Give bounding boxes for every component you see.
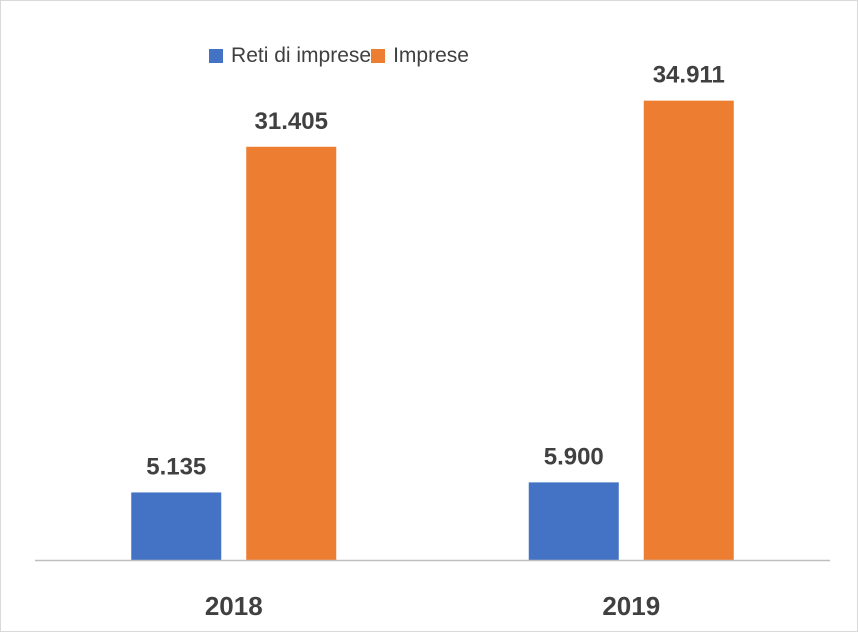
bar-reti-2019 [528,482,619,560]
data-label-reti-2018: 5.135 [146,453,206,480]
data-label-imprese-2019: 34.911 [653,62,725,89]
legend-swatch-imprese [371,49,386,63]
data-label-reti-2019: 5.900 [544,443,604,470]
bar-reti-2018 [131,492,222,560]
x-tick-label-2018: 2018 [205,591,263,621]
x-tick-label-2019: 2019 [602,591,660,621]
legend-item-reti: Reti di imprese [209,44,371,68]
legend-label-imprese: Imprese [393,44,469,67]
bar-imprese-2019 [643,100,734,560]
chart-legend: Reti di imprese Imprese [0,44,858,68]
legend-label-reti: Reti di imprese [231,44,372,67]
bar-imprese-2018 [246,146,337,561]
legend-item-imprese: Imprese [371,44,469,68]
legend-swatch-reti [209,49,224,63]
data-label-imprese-2018: 31.405 [255,108,328,135]
